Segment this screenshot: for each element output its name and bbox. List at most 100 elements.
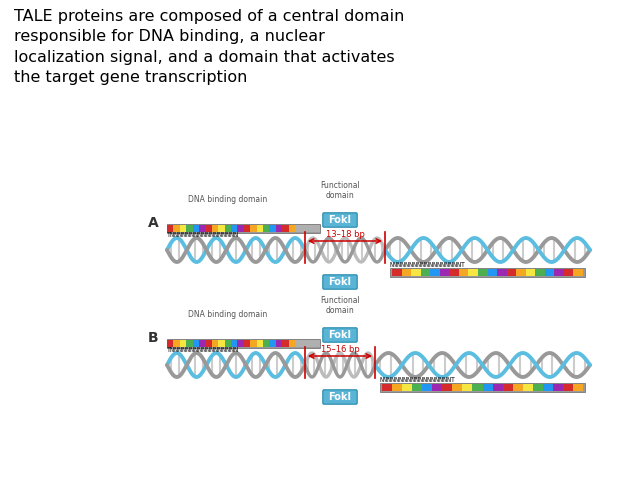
Text: NNNNNNNNNNNNNNNNNNT: NNNNNNNNNNNNNNNNNNT [380, 377, 456, 383]
Bar [237, 339, 244, 347]
Bar [180, 225, 186, 231]
Bar [420, 268, 430, 276]
Bar [440, 268, 449, 276]
Bar [507, 268, 516, 276]
Bar [493, 384, 502, 391]
Bar [488, 268, 497, 276]
Bar [442, 384, 452, 391]
Text: Functional
domain: Functional domain [320, 180, 360, 200]
Bar [545, 268, 554, 276]
Bar [167, 338, 320, 348]
Bar [212, 225, 218, 231]
Bar [525, 268, 535, 276]
Bar [180, 339, 186, 347]
Bar [231, 339, 237, 347]
Bar [564, 268, 573, 276]
Text: FokI: FokI [328, 392, 351, 402]
Bar [412, 384, 422, 391]
Bar [282, 225, 289, 231]
Bar [295, 225, 320, 231]
Bar [225, 339, 231, 347]
Bar [573, 268, 583, 276]
Bar [380, 383, 585, 392]
Bar [497, 268, 507, 276]
Bar [468, 268, 478, 276]
Bar [205, 225, 212, 231]
Text: TALE proteins are composed of a central domain
responsible for DNA binding, a nu: TALE proteins are composed of a central … [14, 9, 404, 85]
Bar [430, 268, 440, 276]
Bar [212, 339, 218, 347]
Bar [390, 267, 585, 276]
Bar [263, 339, 269, 347]
Bar [199, 225, 205, 231]
Bar [250, 225, 257, 231]
Bar [432, 384, 442, 391]
Bar [244, 339, 250, 347]
Bar [382, 384, 392, 391]
Bar [513, 384, 523, 391]
Bar [244, 225, 250, 231]
Bar [167, 339, 173, 347]
Bar [257, 225, 263, 231]
Text: FokI: FokI [328, 215, 351, 225]
Bar [218, 339, 225, 347]
Bar [269, 225, 276, 231]
Bar [173, 225, 180, 231]
FancyBboxPatch shape [323, 390, 357, 404]
Bar [573, 384, 583, 391]
Bar [186, 225, 193, 231]
Bar [459, 268, 468, 276]
Bar [250, 339, 257, 347]
Bar [263, 225, 269, 231]
Bar [193, 339, 199, 347]
Text: 13–18 bp: 13–18 bp [326, 230, 364, 239]
Text: DNA binding domain: DNA binding domain [188, 310, 268, 319]
FancyBboxPatch shape [323, 275, 357, 289]
Bar [411, 268, 420, 276]
Bar [225, 225, 231, 231]
Bar [422, 384, 432, 391]
Bar [186, 339, 193, 347]
Bar [289, 225, 295, 231]
Bar [535, 268, 545, 276]
Bar [199, 339, 205, 347]
Bar [523, 384, 532, 391]
Text: 15–16 bp: 15–16 bp [321, 345, 360, 354]
FancyBboxPatch shape [323, 328, 357, 342]
Bar [462, 384, 472, 391]
Bar [276, 339, 282, 347]
Bar [543, 384, 553, 391]
Bar [553, 384, 563, 391]
Bar [554, 268, 564, 276]
Bar [392, 384, 402, 391]
Bar [532, 384, 543, 391]
Bar [401, 268, 411, 276]
Bar [452, 384, 463, 391]
Bar [269, 339, 276, 347]
Bar [205, 339, 212, 347]
Text: TNNNNNNNNNNNNNNNNN: TNNNNNNNNNNNNNNNNN [167, 232, 239, 238]
Bar [478, 268, 488, 276]
Bar [563, 384, 573, 391]
Bar [472, 384, 483, 391]
Bar [392, 268, 401, 276]
Text: A: A [148, 216, 159, 230]
Text: Functional
domain: Functional domain [320, 296, 360, 315]
Bar [218, 225, 225, 231]
Bar [516, 268, 525, 276]
FancyBboxPatch shape [323, 213, 357, 227]
Bar [276, 225, 282, 231]
Bar [257, 339, 263, 347]
Bar [193, 225, 199, 231]
Bar [167, 225, 173, 231]
Bar [289, 339, 295, 347]
Bar [282, 339, 289, 347]
Bar [402, 384, 412, 391]
Bar [237, 225, 244, 231]
Bar [173, 339, 180, 347]
Text: DNA binding domain: DNA binding domain [188, 195, 268, 204]
Text: FokI: FokI [328, 330, 351, 340]
Bar [231, 225, 237, 231]
Text: B: B [148, 331, 159, 345]
Bar [449, 268, 459, 276]
